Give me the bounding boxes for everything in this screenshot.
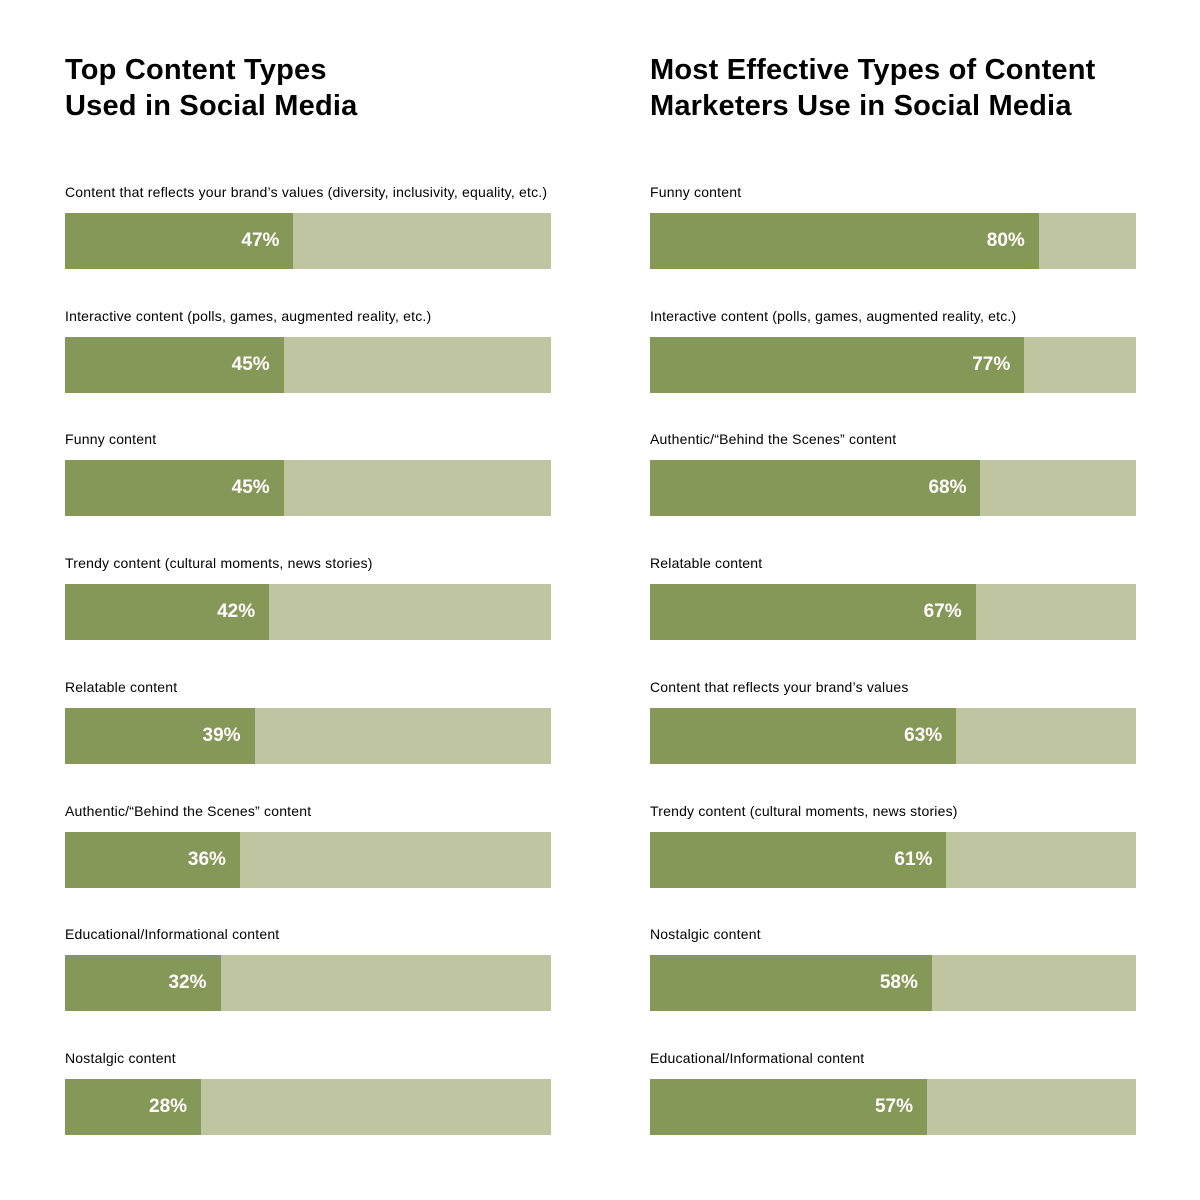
bar-track: 39% bbox=[65, 707, 551, 764]
bar-track: 36% bbox=[65, 831, 551, 888]
bar-category-label: Educational/Informational content bbox=[650, 1049, 865, 1066]
bar-category-label: Relatable content bbox=[650, 555, 763, 572]
bar-category-label: Relatable content bbox=[65, 678, 178, 695]
bar-row: Authentic/“Behind the Scenes” content 36% bbox=[65, 764, 551, 888]
bar: 28% bbox=[65, 1078, 202, 1135]
bar-row: Trendy content (cultural moments, news s… bbox=[65, 516, 551, 641]
bar-category-label: Nostalgic content bbox=[65, 1049, 176, 1066]
bar-track: 47% bbox=[65, 213, 551, 269]
bar-track: 42% bbox=[65, 584, 551, 641]
bar-track: 67% bbox=[650, 584, 1136, 641]
bar-category-label: Content that reflects your brand’s value… bbox=[650, 678, 909, 695]
bar-row: Nostalgic content 28% bbox=[65, 1011, 551, 1135]
bar-category-label: Trendy content (cultural moments, news s… bbox=[650, 802, 958, 819]
bar-track: 45% bbox=[65, 336, 551, 393]
bar-track: 61% bbox=[650, 831, 1136, 888]
bar-value-label: 61% bbox=[894, 848, 933, 870]
bar: 68% bbox=[650, 460, 981, 517]
bar-category-label: Content that reflects your brand’s value… bbox=[65, 184, 548, 200]
bar: 63% bbox=[650, 707, 957, 764]
bar-category-label: Nostalgic content bbox=[650, 926, 761, 943]
bar: 45% bbox=[65, 336, 284, 393]
bar-row: Trendy content (cultural moments, news s… bbox=[650, 764, 1136, 888]
bar: 80% bbox=[650, 213, 1039, 269]
bar: 45% bbox=[65, 460, 284, 517]
bar-category-label: Funny content bbox=[65, 431, 157, 448]
bar-row: Interactive content (polls, games, augme… bbox=[650, 269, 1136, 393]
bar-track: 45% bbox=[65, 460, 551, 517]
bar: 58% bbox=[650, 955, 932, 1012]
bar-category-label: Interactive content (polls, games, augme… bbox=[65, 307, 432, 324]
bar: 61% bbox=[650, 831, 947, 888]
bar-value-label: 36% bbox=[187, 848, 226, 870]
chart-title: Most Effective Types of Content Marketer… bbox=[650, 54, 1096, 122]
bar-track: 80% bbox=[650, 213, 1136, 269]
bar-row: Authentic/“Behind the Scenes” content 68% bbox=[650, 392, 1136, 517]
bar: 77% bbox=[650, 336, 1025, 393]
bar-value-label: 67% bbox=[923, 601, 962, 623]
bar-category-label: Authentic/“Behind the Scenes” content bbox=[650, 431, 897, 448]
bar-value-label: 45% bbox=[231, 477, 270, 499]
bar: 47% bbox=[65, 213, 294, 269]
bar-row: Funny content 45% bbox=[65, 392, 551, 517]
bar-row: Content that reflects your brand’s value… bbox=[65, 145, 551, 269]
bar-value-label: 68% bbox=[928, 477, 967, 499]
bar: 36% bbox=[65, 831, 240, 888]
bar-category-label: Trendy content (cultural moments, news s… bbox=[65, 555, 373, 572]
bar-row: Educational/Informational content 57% bbox=[650, 1011, 1136, 1135]
bar: 42% bbox=[65, 584, 270, 641]
bar-value-label: 32% bbox=[168, 972, 207, 994]
bar: 57% bbox=[650, 1078, 928, 1135]
bar-category-label: Funny content bbox=[650, 184, 742, 200]
bar-row: Funny content 80% bbox=[650, 145, 1136, 269]
bar-row: Interactive content (polls, games, augme… bbox=[65, 269, 551, 393]
bar-track: 58% bbox=[650, 955, 1136, 1012]
bar-value-label: 80% bbox=[986, 230, 1025, 251]
bar-row: Relatable content 67% bbox=[650, 516, 1136, 641]
bar-row: Educational/Informational content 32% bbox=[65, 887, 551, 1012]
bar-value-label: 58% bbox=[879, 972, 918, 994]
bar-track: 68% bbox=[650, 460, 1136, 517]
bar-track: 28% bbox=[65, 1078, 551, 1135]
bar-value-label: 28% bbox=[149, 1095, 188, 1117]
bar-value-label: 42% bbox=[217, 601, 256, 623]
bar-value-label: 45% bbox=[231, 353, 270, 375]
bar-row: Relatable content 39% bbox=[65, 640, 551, 764]
bar-track: 63% bbox=[650, 707, 1136, 764]
chart-title: Top Content Types Used in Social Media bbox=[65, 54, 358, 122]
bar: 39% bbox=[65, 707, 255, 764]
bar-track: 32% bbox=[65, 955, 551, 1012]
bar-category-label: Interactive content (polls, games, augme… bbox=[650, 307, 1017, 324]
bar-value-label: 77% bbox=[972, 353, 1011, 375]
bar-value-label: 57% bbox=[874, 1095, 914, 1117]
bar-row: Content that reflects your brand’s value… bbox=[650, 640, 1136, 764]
bar-value-label: 39% bbox=[202, 724, 241, 746]
bar-row: Nostalgic content 58% bbox=[650, 887, 1136, 1012]
bar-value-label: 63% bbox=[904, 724, 943, 746]
bar-value-label: 47% bbox=[241, 230, 280, 251]
bar-category-label: Educational/Informational content bbox=[65, 926, 280, 943]
bar: 32% bbox=[65, 955, 221, 1012]
bar-track: 77% bbox=[650, 336, 1136, 393]
bar: 67% bbox=[650, 584, 976, 641]
bar-track: 57% bbox=[650, 1078, 1136, 1135]
bar-category-label: Authentic/“Behind the Scenes” content bbox=[65, 802, 312, 819]
